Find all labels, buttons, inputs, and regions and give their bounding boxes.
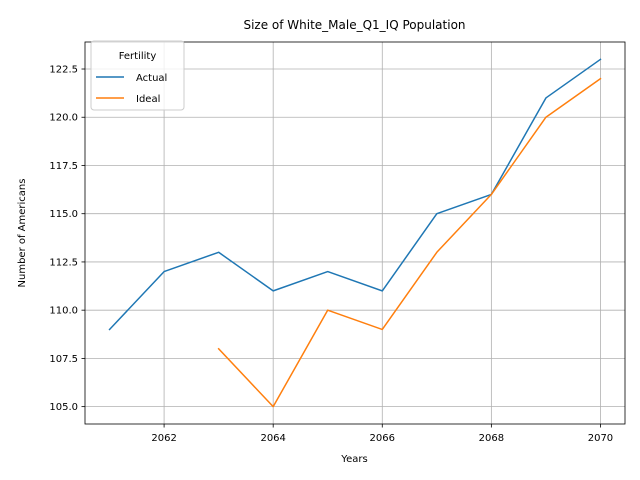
y-tick-label: 115.0 (49, 209, 78, 220)
x-tick-label: 2066 (370, 433, 395, 444)
chart-title: Size of White_Male_Q1_IQ Population (243, 18, 465, 32)
legend-box (90, 40, 185, 111)
y-axis: 105.0 107.5 110.0 112.5 115.0 117.5 120.0 122.5 (49, 65, 85, 413)
grid (85, 42, 625, 424)
x-tick-label: 2062 (151, 433, 176, 444)
y-tick-label: 112.5 (49, 257, 78, 268)
y-tick-label: 107.5 (49, 354, 78, 365)
y-tick-label: 120.0 (49, 113, 78, 124)
series-line-ideal (217, 77, 602, 408)
y-axis-title: Number of Americans (17, 179, 28, 288)
legend-items: Actual Ideal (96, 73, 167, 105)
x-tick-label: 2070 (588, 433, 613, 444)
x-tick-label: 2068 (479, 433, 504, 444)
series-lines (108, 58, 602, 408)
series-line-actual (108, 58, 602, 331)
legend: Fertility Actual Ideal (90, 40, 185, 111)
x-axis-title: Years (340, 454, 367, 465)
x-tick-label: 2064 (260, 433, 285, 444)
x-axis: 2062 2064 2066 2068 2070 (151, 424, 613, 444)
y-tick-label: 105.0 (49, 402, 78, 413)
legend-label-actual: Actual (136, 73, 167, 84)
legend-title: Fertility (119, 51, 157, 62)
legend-label-ideal: Ideal (136, 94, 160, 105)
y-tick-label: 110.0 (49, 306, 78, 317)
y-tick-label: 122.5 (49, 65, 78, 76)
plot-frame (84, 41, 626, 425)
y-tick-label: 117.5 (49, 161, 78, 172)
